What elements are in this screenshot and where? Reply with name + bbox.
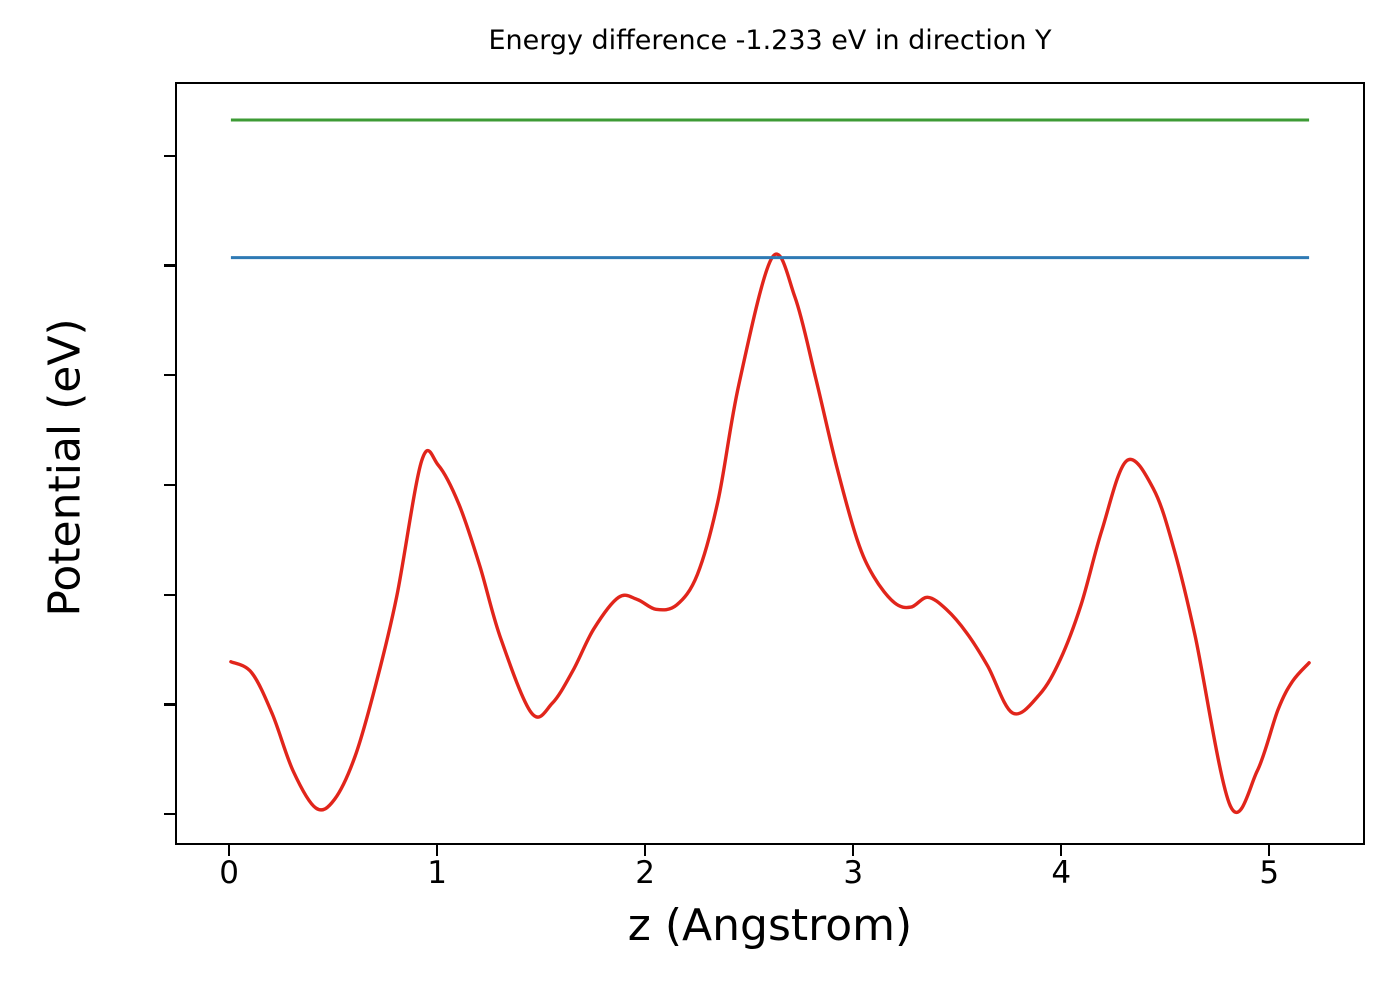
x-tick-mark (644, 845, 647, 856)
x-tick-mark (852, 845, 855, 856)
x-tick-label: 1 (427, 855, 447, 891)
x-tick-label: 2 (635, 855, 656, 891)
x-tick-mark (1060, 845, 1063, 856)
x-tick-label: 5 (1259, 855, 1280, 891)
x-tick-label: 0 (219, 855, 239, 891)
plot-canvas (177, 84, 1363, 843)
y-tick-mark (164, 154, 175, 157)
x-tick-mark (1268, 845, 1271, 856)
x-axis-label: z (Angstrom) (627, 900, 913, 951)
y-axis-label: Potential (eV) (39, 318, 91, 617)
y-tick-mark (164, 374, 175, 377)
x-tick-mark (436, 845, 439, 856)
series-potential (231, 254, 1309, 812)
x-tick-label: 4 (1051, 855, 1072, 891)
x-tick-mark (228, 845, 231, 856)
chart-title: Energy difference -1.233 eV in direction… (488, 25, 1052, 56)
x-tick-label: 3 (843, 855, 864, 891)
y-tick-mark (164, 483, 175, 487)
y-tick-mark (164, 593, 175, 596)
y-tick-mark (164, 264, 175, 267)
y-tick-mark (164, 813, 175, 816)
y-tick-mark (164, 703, 175, 706)
plot-axes (175, 82, 1365, 845)
